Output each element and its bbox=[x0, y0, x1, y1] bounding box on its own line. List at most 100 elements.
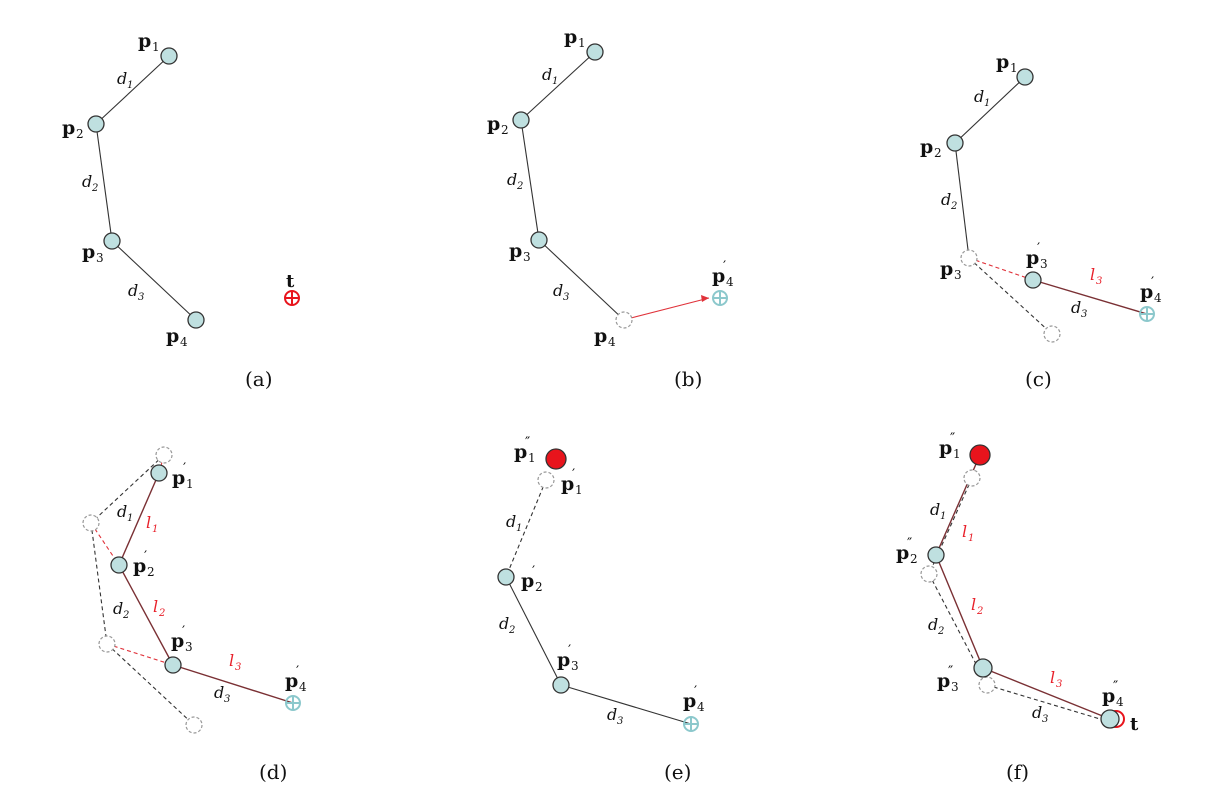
svg-text:d: d bbox=[941, 190, 951, 209]
svg-text:d: d bbox=[553, 281, 563, 300]
svg-text:3: 3 bbox=[1040, 257, 1048, 271]
svg-text:2: 2 bbox=[501, 123, 509, 137]
svg-text:d: d bbox=[499, 614, 509, 633]
svg-text:l: l bbox=[153, 597, 158, 616]
caption-f: (f) bbox=[1006, 760, 1029, 784]
label-p2: p bbox=[62, 117, 75, 139]
svg-text:d: d bbox=[117, 502, 127, 521]
svg-text:3: 3 bbox=[1096, 276, 1102, 287]
caption-c: (c) bbox=[1025, 367, 1052, 391]
svg-text:″: ″ bbox=[525, 435, 530, 451]
svg-text:1: 1 bbox=[984, 98, 990, 109]
joint-p3-double-prime bbox=[973, 658, 993, 678]
panel-d: p ′ 1 p ′ 2 p ′ 3 p ′ 4 d 1 l 1 d 2 l 2 … bbox=[82, 446, 307, 784]
svg-text:3: 3 bbox=[235, 662, 241, 673]
svg-text:1: 1 bbox=[575, 483, 583, 497]
svg-text:′: ′ bbox=[183, 461, 186, 477]
svg-text:1: 1 bbox=[516, 523, 522, 534]
joint-p1-double-prime bbox=[545, 448, 567, 470]
svg-text:′: ′ bbox=[182, 624, 185, 640]
svg-text:2: 2 bbox=[508, 625, 515, 636]
svg-text:1: 1 bbox=[940, 511, 946, 522]
svg-text:2: 2 bbox=[76, 127, 84, 141]
joint-p4-old bbox=[1043, 325, 1061, 343]
joint-p3-old bbox=[960, 249, 978, 267]
svg-text:3: 3 bbox=[1042, 714, 1048, 725]
svg-text:1: 1 bbox=[552, 76, 558, 87]
svg-text:d: d bbox=[1032, 703, 1042, 722]
joint-p2-prime bbox=[497, 568, 515, 586]
svg-text:2: 2 bbox=[950, 201, 957, 212]
joint-p1 bbox=[586, 43, 604, 61]
caption-b: (b) bbox=[674, 367, 702, 391]
joint-p1-prime bbox=[537, 471, 555, 489]
svg-text:′: ′ bbox=[296, 664, 299, 680]
svg-text:2: 2 bbox=[158, 608, 165, 619]
svg-text:p: p bbox=[133, 555, 146, 577]
svg-text:3: 3 bbox=[1056, 679, 1062, 690]
joint-p3 bbox=[103, 232, 121, 250]
svg-text:d: d bbox=[507, 170, 517, 189]
joint-p1 bbox=[160, 47, 178, 65]
target-label: t bbox=[286, 271, 295, 292]
svg-text:′: ′ bbox=[572, 467, 575, 483]
panel-f: p ″ 1 p ″ 2 p ″ 3 p ″ 4 t d 1 l 1 d 2 l … bbox=[896, 431, 1139, 784]
svg-text:2: 2 bbox=[122, 610, 129, 621]
svg-text:3: 3 bbox=[1081, 309, 1087, 320]
svg-text:4: 4 bbox=[299, 680, 307, 694]
svg-text:1: 1 bbox=[953, 447, 961, 461]
svg-text:l: l bbox=[229, 651, 234, 670]
svg-text:4: 4 bbox=[180, 335, 188, 349]
target-crosshair-icon bbox=[285, 695, 301, 711]
label-p4-prime: p bbox=[712, 265, 725, 287]
joint-p2 bbox=[946, 134, 964, 152]
label-l3: l bbox=[1090, 265, 1095, 284]
svg-text:p: p bbox=[1102, 685, 1115, 707]
svg-text:p: p bbox=[896, 542, 909, 564]
target-crosshair-icon bbox=[683, 716, 699, 732]
caption-d: (d) bbox=[259, 760, 287, 784]
panel-a: t p 1 p 2 p 3 p 4 d 1 d 2 d 3 (a) bbox=[62, 30, 300, 391]
svg-text:′: ′ bbox=[532, 564, 535, 580]
svg-text:p: p bbox=[172, 467, 185, 489]
joint-p4 bbox=[187, 311, 205, 329]
svg-text:3: 3 bbox=[617, 716, 623, 727]
panel-b: p ′ 4 p 1 p 2 p 3 p 4 d 1 d 2 d 3 (b) bbox=[487, 26, 734, 391]
svg-text:1: 1 bbox=[127, 513, 133, 524]
label-p1-double-prime: p bbox=[514, 441, 527, 463]
svg-text:1: 1 bbox=[127, 80, 133, 91]
svg-text:1: 1 bbox=[186, 477, 194, 491]
svg-text:3: 3 bbox=[138, 292, 144, 303]
target-label: t bbox=[1130, 714, 1139, 735]
target-crosshair-icon bbox=[284, 290, 300, 306]
svg-text:″: ″ bbox=[948, 664, 953, 680]
joint-p2-double-prime bbox=[927, 546, 945, 564]
svg-text:d: d bbox=[542, 65, 552, 84]
svg-text:d: d bbox=[974, 87, 984, 106]
svg-text:′: ′ bbox=[1037, 241, 1040, 257]
label-d2: d bbox=[82, 172, 92, 191]
svg-text:1: 1 bbox=[528, 451, 536, 465]
joint-p1-prime bbox=[963, 469, 981, 487]
svg-text:l: l bbox=[146, 513, 151, 532]
svg-text:l: l bbox=[971, 595, 976, 614]
label-p4-prime: p bbox=[1140, 281, 1153, 303]
label-p1: p bbox=[138, 30, 151, 52]
svg-text:d: d bbox=[930, 500, 940, 519]
joint-p3-old bbox=[98, 635, 116, 653]
svg-text:2: 2 bbox=[937, 626, 944, 637]
svg-text:p: p bbox=[996, 51, 1009, 73]
svg-text:2: 2 bbox=[910, 552, 918, 566]
svg-text:3: 3 bbox=[951, 680, 959, 694]
svg-text:3: 3 bbox=[96, 251, 104, 265]
panel-e: p ″ 1 p ′ 1 p ′ 2 p ′ 3 p ′ 4 d 1 d 2 d … bbox=[497, 435, 705, 784]
svg-text:d: d bbox=[928, 615, 938, 634]
svg-text:′: ′ bbox=[723, 259, 726, 275]
label-p1: p bbox=[564, 26, 577, 48]
svg-text:4: 4 bbox=[697, 700, 705, 714]
svg-text:2: 2 bbox=[147, 565, 155, 579]
label-p3-prime: p bbox=[1026, 247, 1039, 269]
joint-p2 bbox=[512, 111, 530, 129]
svg-text:p: p bbox=[557, 649, 570, 671]
